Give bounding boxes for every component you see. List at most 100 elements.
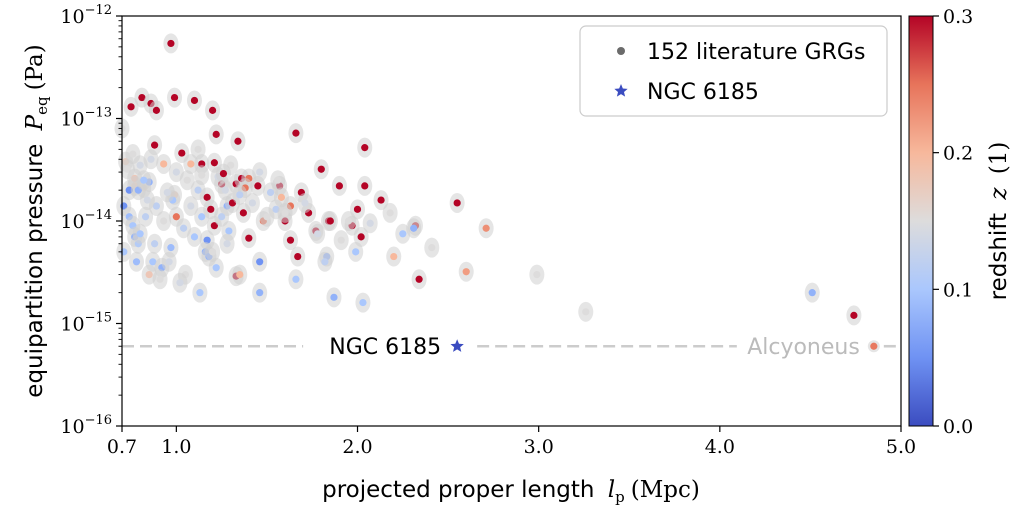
data-point — [187, 202, 195, 210]
x-tick-label: 1.0 — [161, 436, 191, 458]
data-point — [236, 270, 244, 279]
data-point — [850, 311, 858, 319]
colorbar-label: redshift z (1) — [986, 142, 1012, 301]
data-point — [152, 106, 161, 114]
data-point — [129, 150, 137, 158]
data-point — [294, 252, 302, 261]
data-point — [212, 130, 220, 138]
colorbar: 0.0 0.1 0.2 0.3 redshift z (1) — [908, 6, 1012, 438]
data-point — [218, 213, 226, 221]
data-point — [123, 165, 132, 173]
data-point — [245, 234, 253, 242]
data-point — [326, 217, 334, 225]
data-point — [808, 289, 816, 297]
data-point — [292, 275, 300, 283]
data-point — [344, 217, 353, 225]
data-point — [165, 258, 173, 266]
data-points — [114, 33, 862, 326]
data-point — [194, 186, 202, 194]
data-point — [248, 199, 257, 207]
data-point — [428, 244, 436, 252]
data-point — [256, 258, 264, 266]
y-tick-label: 10−14 — [60, 208, 112, 233]
colorbar-tick-label: 0.2 — [943, 143, 973, 165]
data-point — [263, 213, 271, 221]
x-axis-ticks: 0.7 1.0 2.0 3.0 4.0 5.0 — [107, 426, 916, 458]
data-point — [352, 248, 360, 256]
data-point — [127, 103, 135, 111]
colorbar-tick-label: 0.1 — [943, 279, 973, 301]
data-point — [353, 205, 362, 213]
y-tick-label: 10−15 — [60, 311, 112, 336]
data-point — [415, 275, 423, 283]
data-point — [136, 161, 144, 169]
data-point — [462, 268, 470, 276]
legend-label-ngc: NGC 6185 — [647, 80, 759, 105]
alcyoneus-label: Alcyoneus — [747, 335, 860, 360]
data-point — [335, 182, 343, 190]
data-point — [208, 248, 217, 256]
data-point — [187, 160, 195, 168]
data-point — [140, 176, 148, 184]
y-tick-label: 10−12 — [60, 3, 112, 28]
data-point — [292, 129, 300, 137]
data-point — [359, 298, 367, 307]
data-point — [136, 230, 144, 238]
data-point — [210, 222, 218, 230]
data-point — [366, 219, 374, 227]
data-point — [143, 196, 151, 204]
data-point — [190, 233, 199, 241]
ngc6185-label: NGC 6185 — [329, 335, 441, 360]
data-point — [223, 240, 231, 248]
y-axis-label: equipartition pressure Peq(Pa) — [22, 44, 51, 397]
data-point — [198, 171, 206, 179]
ngc6185-star-marker — [450, 339, 464, 352]
colorbar-gradient — [908, 15, 934, 427]
data-point — [190, 96, 199, 105]
data-point — [210, 159, 218, 167]
y-tick-label: 10−13 — [60, 106, 112, 131]
data-point — [453, 199, 461, 207]
data-point — [141, 213, 150, 221]
data-point — [377, 196, 385, 204]
colorbar-tick-label: 0.3 — [943, 6, 973, 28]
data-point — [410, 224, 418, 232]
data-point — [208, 106, 217, 114]
data-point — [234, 137, 242, 145]
colorbar-ticks: 0.0 0.1 0.2 0.3 — [933, 6, 973, 438]
data-point — [170, 93, 179, 102]
data-point — [196, 289, 204, 297]
data-point — [281, 209, 289, 217]
data-point — [219, 170, 228, 178]
y-tick-label: 10−16 — [60, 413, 112, 438]
data-point — [147, 155, 155, 163]
data-point — [277, 193, 286, 201]
x-tick-label: 0.7 — [107, 436, 137, 458]
data-point — [314, 230, 322, 238]
data-point — [239, 209, 247, 217]
data-point — [266, 188, 275, 197]
data-point — [330, 293, 338, 301]
data-point — [533, 270, 541, 279]
data-point — [361, 144, 369, 152]
data-point — [172, 168, 180, 176]
data-point — [149, 258, 157, 266]
data-point — [160, 217, 168, 225]
data-point — [301, 199, 309, 207]
data-point — [221, 186, 229, 194]
data-point — [321, 258, 329, 266]
data-point — [167, 39, 175, 48]
data-point — [337, 236, 345, 244]
data-point — [172, 213, 180, 221]
data-point — [207, 205, 215, 213]
data-point — [176, 279, 184, 287]
data-point — [482, 224, 490, 232]
legend-label-grgs: 152 literature GRGs — [647, 40, 865, 65]
data-point — [254, 182, 262, 190]
data-point — [145, 270, 153, 279]
data-point — [179, 224, 188, 232]
x-tick-label: 5.0 — [886, 436, 916, 458]
alcyoneus-point — [870, 342, 878, 350]
data-point — [357, 233, 365, 241]
data-point — [198, 213, 206, 221]
